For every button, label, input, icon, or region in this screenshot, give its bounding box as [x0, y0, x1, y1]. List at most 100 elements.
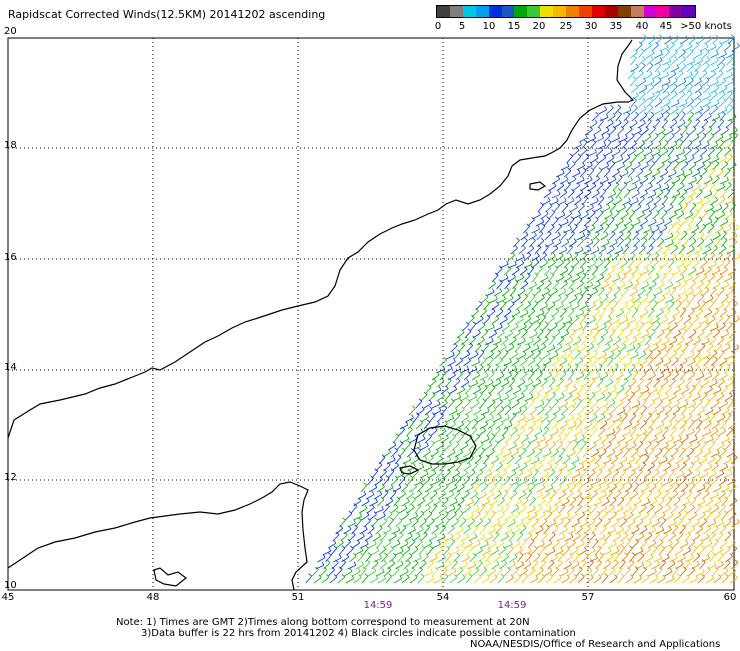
wind-barb-flag: [707, 357, 710, 360]
wind-barb-flag: [444, 428, 446, 431]
wind-barb-flag: [390, 518, 393, 521]
wind-barb-flag: [619, 357, 622, 360]
wind-barb: [629, 340, 637, 345]
wind-barb: [452, 562, 458, 569]
wind-barb-flag: [596, 238, 599, 241]
wind-barb: [637, 394, 643, 401]
wind-barb: [344, 571, 352, 576]
wind-barb-flag: [669, 526, 671, 530]
wind-barb: [584, 180, 592, 184]
wind-barb: [493, 443, 499, 450]
wind-barb-flag: [690, 170, 692, 174]
wind-barb-flag: [690, 196, 693, 199]
wind-barb-flag: [593, 274, 596, 277]
wind-barb: [540, 522, 547, 527]
wind-barb-flag: [509, 450, 511, 454]
wind-barb-flag: [722, 520, 724, 524]
wind-barb: [718, 352, 724, 359]
wind-barb: [427, 548, 433, 555]
wind-barb-flag: [390, 498, 392, 501]
wind-barb: [469, 339, 475, 346]
wind-barb-flag: [658, 71, 660, 74]
wind-barb: [707, 227, 714, 233]
wind-barb-flag: [637, 190, 639, 193]
wind-barb-flag: [462, 407, 464, 410]
wind-barb-flag: [655, 219, 657, 223]
wind-barb: [552, 219, 558, 226]
wind-barb-flag: [682, 274, 684, 278]
wind-barb: [567, 429, 573, 436]
wind-barb-flag: [340, 525, 343, 528]
wind-barb-flag: [430, 400, 432, 403]
wind-barb: [372, 563, 379, 569]
wind-barb: [657, 285, 665, 289]
wind-barb-flag: [662, 281, 664, 284]
wind-barb-flag: [731, 35, 734, 38]
wind-barb: [652, 136, 659, 142]
wind-barb-flag: [524, 491, 526, 494]
wind-barb-flag: [557, 203, 560, 206]
wind-barb-flag: [533, 506, 535, 510]
wind-barb-flag: [698, 169, 700, 172]
wind-barb: [641, 487, 649, 492]
wind-barb-flag: [523, 288, 526, 291]
wind-barb-flag: [695, 177, 697, 181]
wind-barb: [637, 215, 645, 219]
wind-barb-flag: [525, 238, 528, 241]
wind-barb-flag: [657, 470, 659, 473]
wind-barb: [567, 247, 573, 254]
wind-barb: [506, 500, 513, 506]
wind-barb-flag: [453, 449, 455, 453]
wind-barb: [665, 388, 672, 394]
wind-barb: [696, 177, 702, 184]
wind-barb: [567, 156, 573, 163]
wind-barb-flag: [492, 289, 494, 293]
wind-barb-flag: [621, 463, 623, 466]
wind-barb-flag: [682, 448, 685, 451]
wind-barb: [576, 401, 582, 408]
wind-barb-flag: [692, 294, 695, 297]
wind-barb-flag: [698, 470, 700, 474]
wind-barb-flag: [589, 247, 591, 251]
wind-barb: [607, 508, 614, 513]
wind-barb-flag: [654, 372, 656, 375]
wind-barb: [573, 340, 581, 345]
wind-barb: [577, 296, 583, 303]
wind-barb-flag: [658, 63, 661, 65]
wind-barb: [407, 478, 413, 485]
wind-barb-flag: [555, 245, 558, 248]
wind-barb: [406, 494, 413, 499]
wind-barb-flag: [567, 239, 569, 242]
wind-barb: [551, 508, 558, 514]
wind-barb: [668, 523, 676, 527]
wind-barb-flag: [523, 254, 525, 258]
wind-barb: [649, 240, 655, 247]
wind-barb-flag: [414, 463, 416, 467]
wind-barb: [638, 415, 644, 422]
wind-barb: [685, 187, 693, 191]
wind-barb: [695, 159, 703, 164]
wind-barb: [520, 528, 526, 534]
wind-barb-flag: [650, 365, 652, 368]
wind-barb: [693, 396, 701, 401]
wind-barb-flag: [667, 112, 670, 115]
wind-barb: [662, 493, 669, 499]
wind-barb-flag: [500, 483, 503, 486]
wind-barb: [686, 416, 692, 422]
wind-barb-flag: [660, 428, 662, 431]
wind-barb: [624, 311, 631, 317]
wind-barb: [659, 228, 667, 233]
wind-barb-flag: [372, 491, 374, 495]
wind-barb: [705, 164, 712, 170]
wind-barb: [705, 333, 712, 338]
wind-barb: [379, 549, 386, 555]
wind-barb: [666, 207, 673, 212]
wind-barb-flag: [494, 406, 497, 409]
wind-barb: [693, 367, 700, 373]
wind-barb: [468, 565, 476, 569]
wind-barb-flag: [726, 400, 728, 403]
wind-barb: [599, 430, 605, 436]
wind-barb-flag: [730, 211, 732, 214]
wind-barb-flag: [723, 91, 726, 94]
wind-barb-flag: [522, 519, 524, 523]
